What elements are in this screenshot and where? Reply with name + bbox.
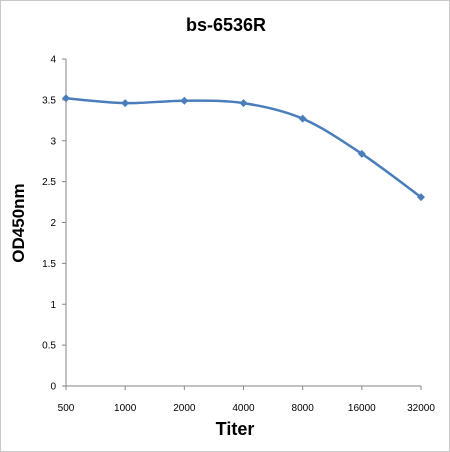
series-layer: [62, 94, 425, 202]
x-axis-title: Titer: [216, 419, 255, 439]
y-tick-label: 2: [50, 218, 56, 229]
y-axis-title: OD450nm: [9, 183, 28, 262]
y-tick-label: 1.5: [42, 259, 56, 270]
y-tick-label: 0: [50, 382, 56, 393]
data-point-marker: [62, 94, 70, 103]
y-tick-label: 4: [50, 55, 56, 66]
x-tick-label: 4000: [232, 403, 255, 414]
y-tick-label: 3: [50, 136, 56, 147]
axes: 0 0.5 1 1.5 2 2.5 3 3.5 4 500 1000 2000 4000 8000 1600…: [42, 55, 435, 415]
data-point-marker: [239, 99, 248, 108]
data-point-marker: [180, 96, 189, 105]
data-point-marker: [417, 193, 425, 202]
x-tick-label: 1000: [114, 403, 137, 414]
x-tick-label: 16000: [348, 403, 376, 414]
series-line: [65, 96, 422, 199]
data-point-marker: [298, 114, 307, 123]
y-tick-label: 2.5: [42, 177, 56, 188]
data-point-marker: [357, 149, 366, 158]
data-point-marker: [121, 99, 130, 108]
y-tick-label: 1: [50, 300, 56, 311]
x-tick-label: 32000: [407, 403, 435, 414]
x-tick-label: 500: [58, 403, 75, 414]
x-tick-label: 8000: [292, 403, 315, 414]
x-tick-label: 2000: [173, 403, 196, 414]
chart-title: bs-6536R: [186, 15, 266, 35]
y-tick-label: 0.5: [42, 341, 56, 352]
y-tick-label: 3.5: [42, 95, 56, 106]
